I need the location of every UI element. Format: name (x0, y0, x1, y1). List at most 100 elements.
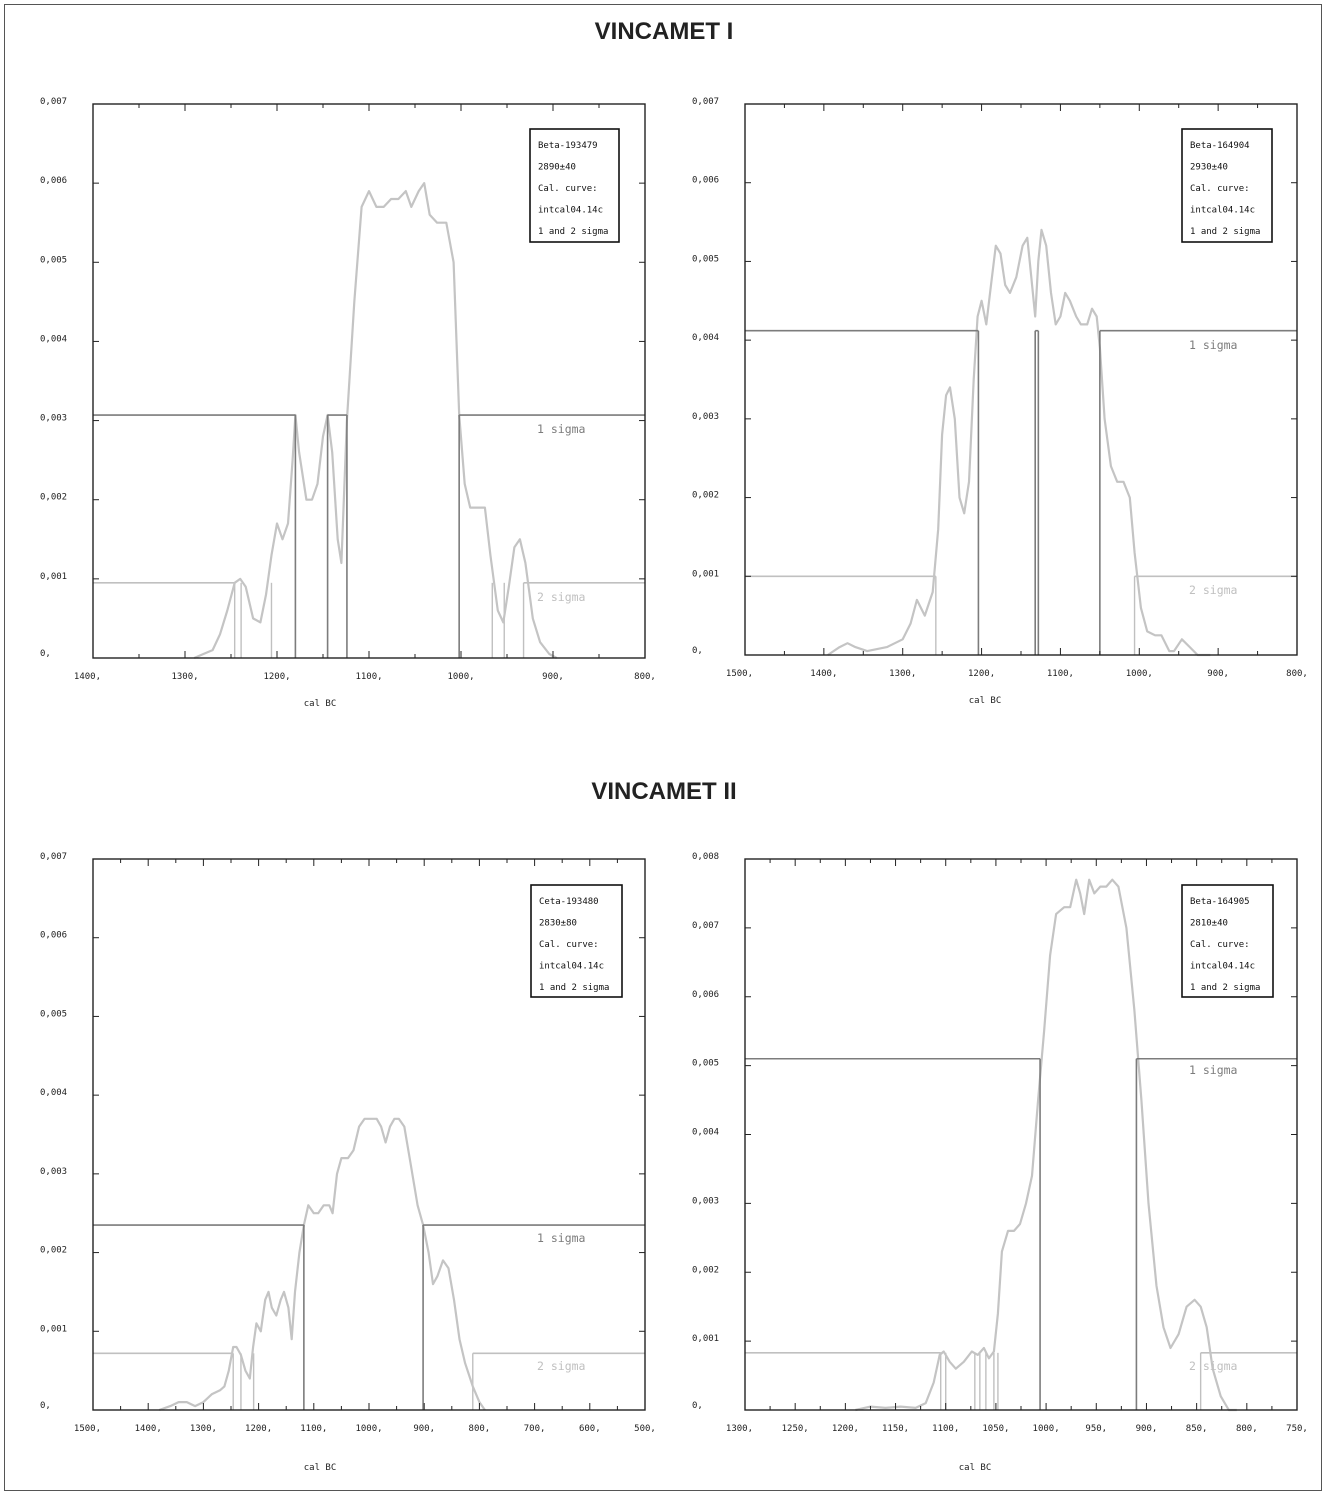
chart-4-y-tick-label: 0,006 (692, 990, 719, 1000)
chart-4-y-tick-label: 0,008 (692, 852, 719, 862)
chart-2-legend-line: Beta-164904 (1190, 141, 1250, 151)
chart-3-probability-curve (158, 1117, 486, 1412)
chart-4-legend-line: Beta-164905 (1190, 897, 1250, 907)
chart-1-x-axis-label: cal BC (304, 699, 337, 709)
chart-2-y-tick-label: 0,005 (692, 254, 719, 264)
chart-3-x-axis-label: cal BC (304, 1463, 337, 1473)
chart-2-legend-line: 1 and 2 sigma (1190, 227, 1260, 237)
chart-3-x-tick-label: 1500, (74, 1424, 101, 1434)
chart-1-y-tick-label: 0,001 (40, 572, 67, 582)
chart-4-x-tick-label: 1250, (782, 1424, 809, 1434)
chart-1-x-tick-label: 1100, (355, 672, 382, 682)
chart-2-x-tick-label: 1000, (1126, 669, 1153, 679)
chart-3-x-tick-label: 500, (634, 1424, 656, 1434)
section-title-vincamet-ii: VINCAMET II (591, 778, 737, 805)
chart-3-x-tick-label: 1200, (245, 1424, 272, 1434)
chart-1-x-tick-label: 1300, (171, 672, 198, 682)
chart-1-y-tick-label: 0,007 (40, 97, 67, 107)
chart-2-y-tick-label: 0,006 (692, 176, 719, 186)
chart-1-legend-line: Beta-193479 (538, 141, 598, 151)
chart-4-legend-line: 1 and 2 sigma (1190, 983, 1260, 993)
chart-1-legend-line: 2890±40 (538, 163, 576, 173)
chart-2-x-tick-label: 1100, (1047, 669, 1074, 679)
chart-3-y-tick-label: 0,006 (40, 931, 67, 941)
chart-3-legend-line: 1 and 2 sigma (539, 983, 609, 993)
chart-3-legend-box (530, 884, 623, 998)
chart-4-x-tick-label: 950, (1085, 1424, 1107, 1434)
chart-4-y-tick-label: 0,002 (692, 1265, 719, 1275)
chart-4-legend-line: 2810±40 (1190, 919, 1228, 929)
chart-1-x-tick-label: 900, (542, 672, 564, 682)
chart-3-y-tick-label: 0,004 (40, 1088, 67, 1098)
chart-4-x-tick-label: 1100, (932, 1424, 959, 1434)
chart-1-x-tick-label: 1400, (74, 672, 101, 682)
chart-4-legend-line: intcal04.14c (1190, 962, 1255, 972)
chart-2-legend-line: 2930±40 (1190, 163, 1228, 173)
chart-4-probability-curve (855, 878, 1237, 1412)
chart-4-x-tick-label: 750, (1286, 1424, 1308, 1434)
chart-3-legend-line: Ceta-193480 (539, 897, 599, 907)
chart-4-y-tick-label: 0,007 (692, 921, 719, 931)
chart-3-x-tick-label: 1400, (135, 1424, 162, 1434)
chart-2-y-tick-label: 0, (692, 646, 703, 656)
chart-2-x-tick-label: 1400, (810, 669, 837, 679)
chart-4-y-tick-label: 0, (692, 1401, 703, 1411)
chart-4-y-tick-label: 0,003 (692, 1196, 719, 1206)
chart-1-legend-line: intcal04.14c (538, 206, 603, 216)
chart-2-legend-line: Cal. curve: (1190, 184, 1250, 194)
chart-2-x-tick-label: 1300, (889, 669, 916, 679)
chart-3-x-tick-label: 1100, (300, 1424, 327, 1434)
chart-3-y-tick-label: 0,003 (40, 1167, 67, 1177)
chart-1-legend-box (529, 128, 620, 243)
chart-4-y-tick-label: 0,001 (692, 1334, 719, 1344)
chart-4-x-tick-label: 900, (1136, 1424, 1158, 1434)
chart-2-x-tick-label: 900, (1207, 669, 1229, 679)
chart-1-y-tick-label: 0,005 (40, 255, 67, 265)
chart-2-y-tick-label: 0,004 (692, 333, 719, 343)
chart-2-sigma2-label: 2 sigma (1189, 583, 1237, 597)
chart-4-x-tick-label: 850, (1186, 1424, 1208, 1434)
chart-3-x-tick-label: 600, (579, 1424, 601, 1434)
chart-3-legend-line: Cal. curve: (539, 940, 599, 950)
chart-1-x-tick-label: 1200, (263, 672, 290, 682)
chart-4-sigma2-label: 2 sigma (1189, 1359, 1237, 1373)
figure-frame (4, 4, 1322, 1491)
chart-1-x-tick-label: 800, (634, 672, 656, 682)
chart-4-legend-line: Cal. curve: (1190, 940, 1250, 950)
chart-3-y-tick-label: 0,005 (40, 1009, 67, 1019)
chart-3-sigma1-label: 1 sigma (537, 1231, 585, 1245)
chart-3-y-tick-label: 0,002 (40, 1246, 67, 1256)
chart-1-legend-line: 1 and 2 sigma (538, 227, 608, 237)
section-title-vincamet-i: VINCAMET I (594, 18, 734, 45)
chart-2-x-tick-label: 1200, (968, 669, 995, 679)
chart-4-sigma1-label: 1 sigma (1189, 1063, 1237, 1077)
chart-1-sigma2-label: 2 sigma (537, 590, 585, 604)
chart-1-sigma1-label: 1 sigma (537, 422, 585, 436)
chart-3-y-tick-label: 0,007 (40, 852, 67, 862)
chart-2-y-tick-label: 0,001 (692, 569, 719, 579)
chart-2-x-tick-label: 1500, (726, 669, 753, 679)
chart-1-x-tick-label: 1000, (447, 672, 474, 682)
chart-1-legend-line: Cal. curve: (538, 184, 598, 194)
chart-2-sigma1-label: 1 sigma (1189, 338, 1237, 352)
chart-3-x-tick-label: 1300, (190, 1424, 217, 1434)
chart-4-x-axis-label: cal BC (959, 1463, 992, 1473)
chart-1-y-tick-label: 0,002 (40, 493, 67, 503)
chart-3-y-tick-label: 0,001 (40, 1324, 67, 1334)
chart-1-y-tick-label: 0,003 (40, 414, 67, 424)
chart-4-x-tick-label: 800, (1236, 1424, 1258, 1434)
chart-3-x-tick-label: 900, (413, 1424, 435, 1434)
chart-1-y-tick-label: 0,004 (40, 334, 67, 344)
chart-4-y-tick-label: 0,004 (692, 1128, 719, 1138)
chart-4-x-tick-label: 1150, (882, 1424, 909, 1434)
chart-4-x-tick-label: 1300, (726, 1424, 753, 1434)
chart-2-legend-line: intcal04.14c (1190, 206, 1255, 216)
chart-4-x-tick-label: 1050, (982, 1424, 1009, 1434)
chart-3-x-tick-label: 700, (524, 1424, 546, 1434)
chart-4-legend-box (1181, 884, 1274, 998)
chart-3-sigma2-label: 2 sigma (537, 1359, 585, 1373)
chart-4-y-tick-label: 0,005 (692, 1059, 719, 1069)
chart-2-x-tick-label: 800, (1286, 669, 1308, 679)
chart-4-x-tick-label: 1000, (1033, 1424, 1060, 1434)
